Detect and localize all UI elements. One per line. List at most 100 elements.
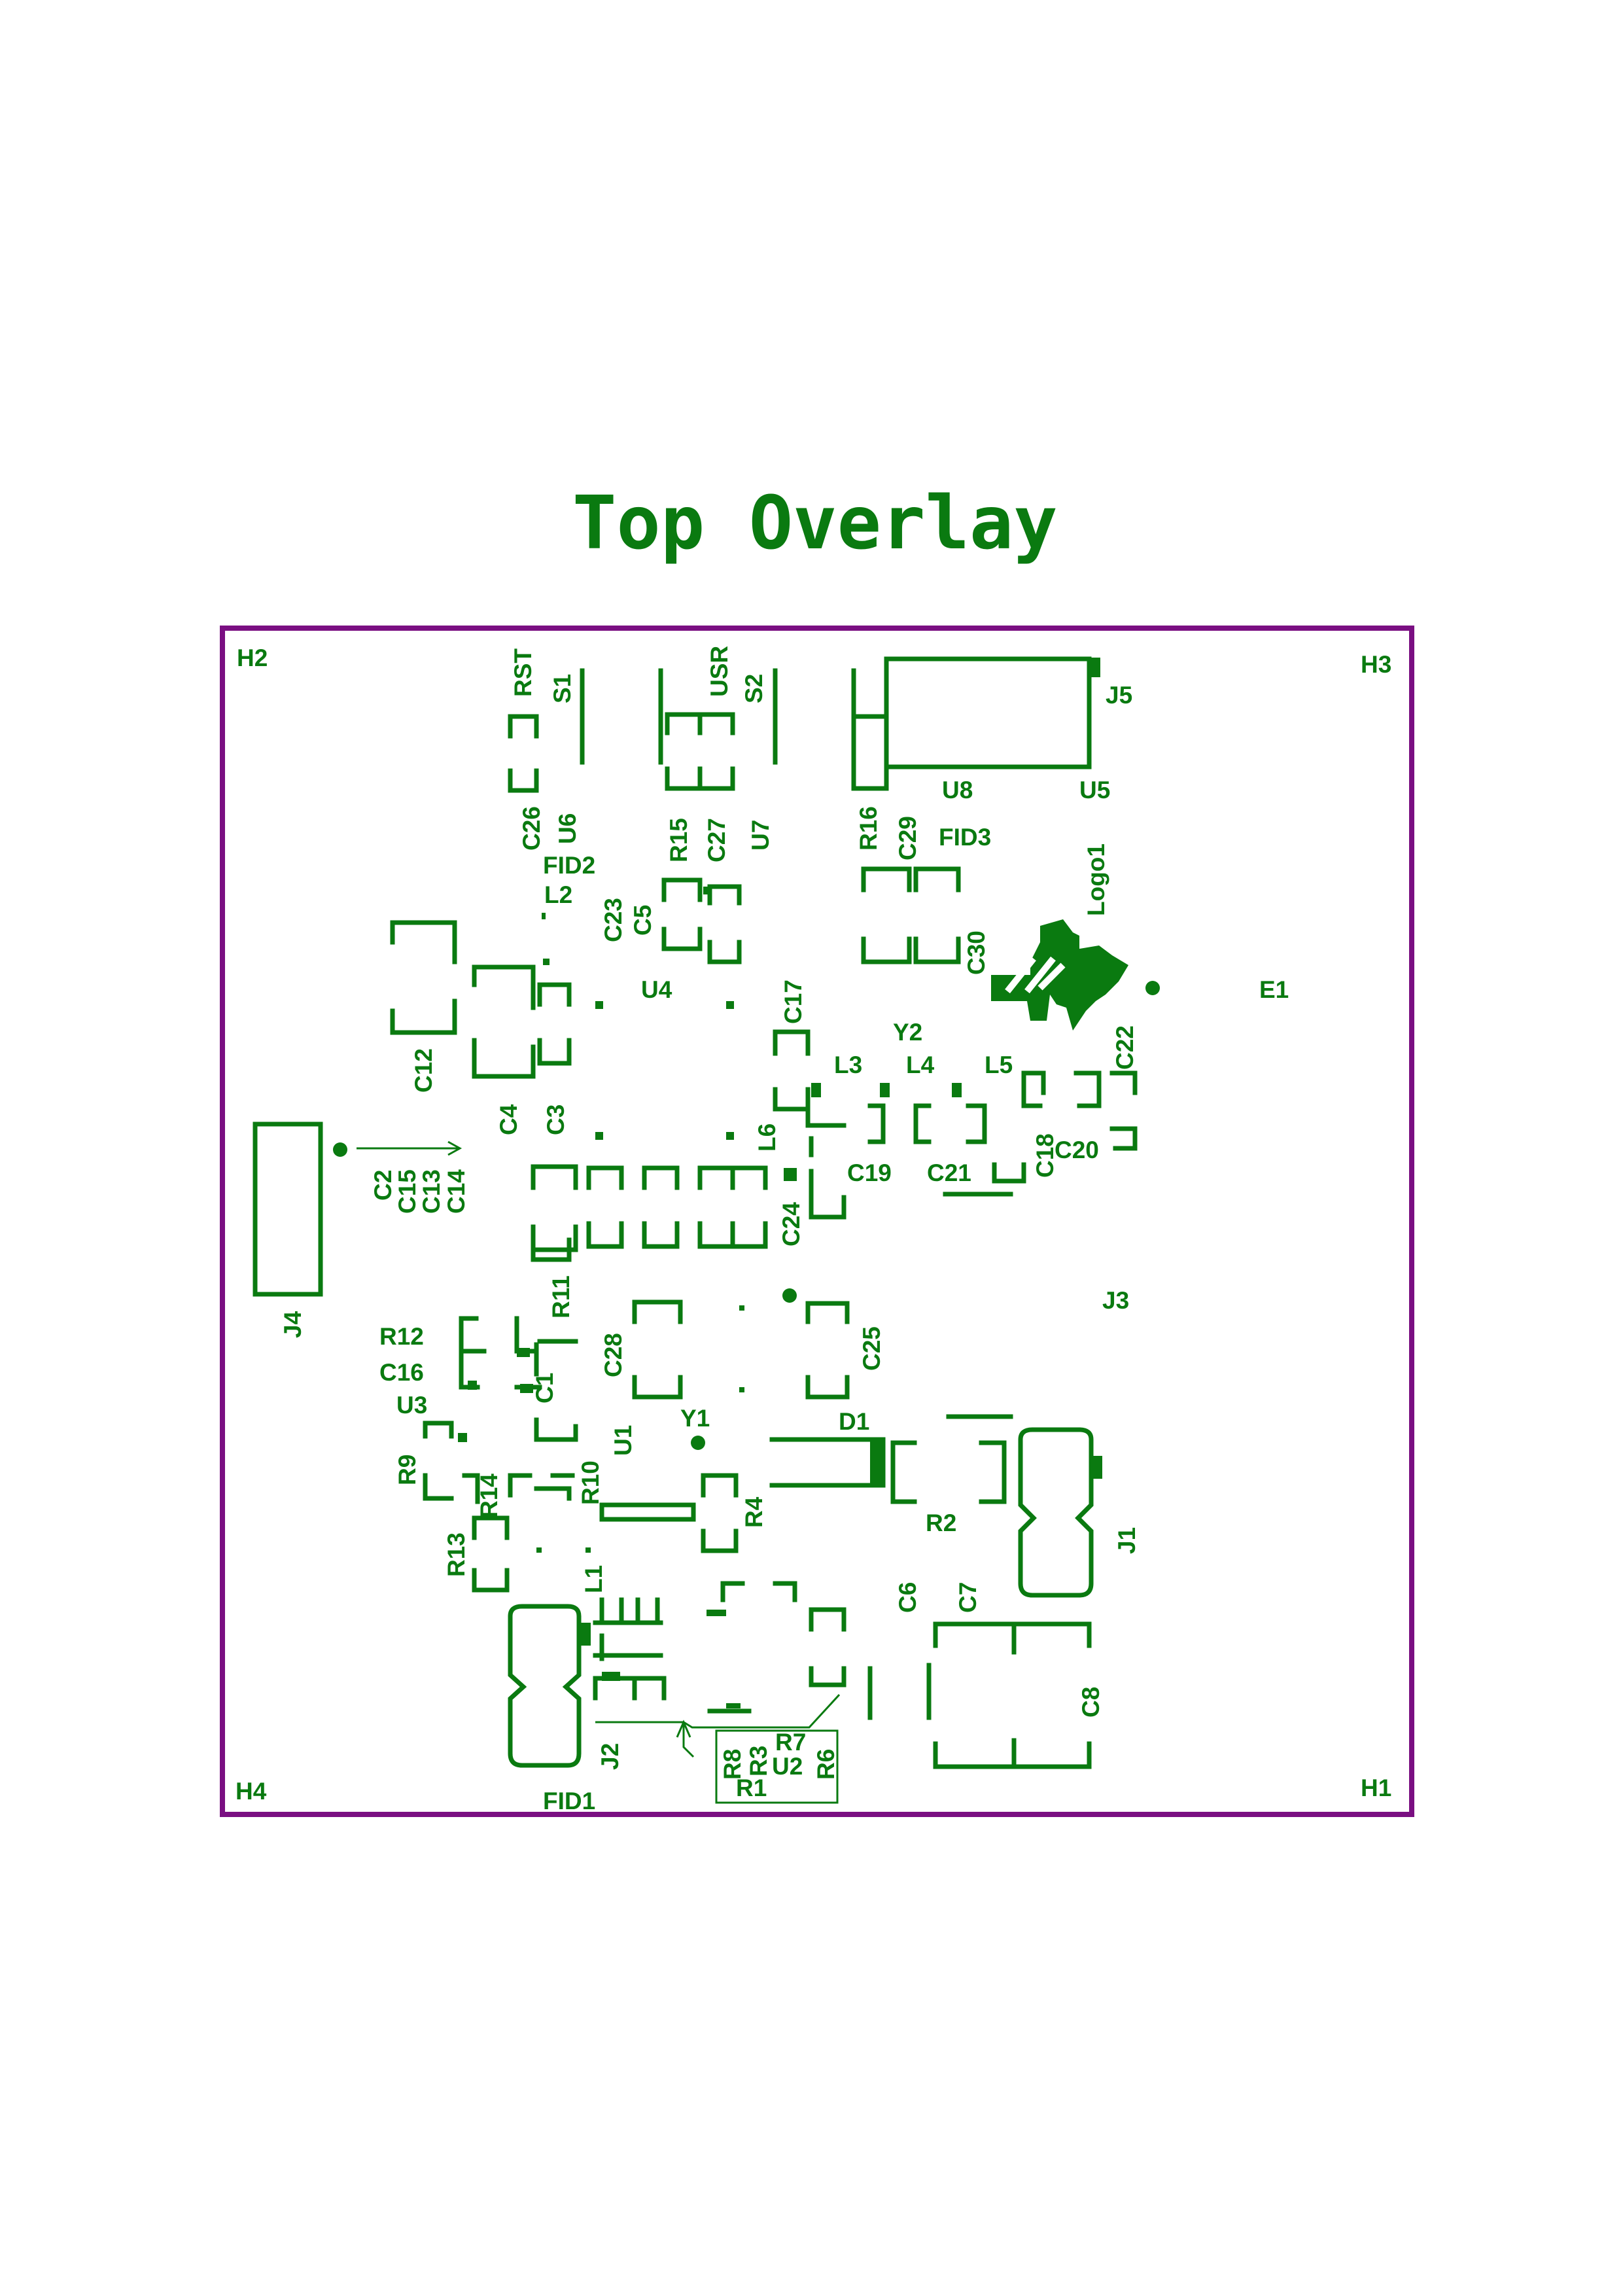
footprint-c26-bottom	[508, 768, 539, 793]
label-c15: C15	[394, 1169, 421, 1214]
label-c8: C8	[1077, 1687, 1104, 1718]
footprint-c13-bottom	[642, 1221, 680, 1249]
footprint-l5	[1021, 1070, 1046, 1108]
footprint-c5-top	[661, 877, 703, 902]
c1-marker-2	[520, 1384, 533, 1393]
label-h3: H3	[1361, 651, 1391, 678]
label-r16: R16	[855, 806, 882, 851]
footprint-c3-bottom	[537, 1038, 572, 1066]
label-fid1: FID1	[543, 1788, 595, 1814]
label-c6: C6	[894, 1582, 921, 1613]
footprint-r4-bottom	[701, 1528, 739, 1553]
pin1-marker-j4	[333, 1142, 347, 1157]
label-r9: R9	[394, 1455, 421, 1485]
c17-marker	[811, 1083, 821, 1097]
footprint-l4-a	[913, 1103, 932, 1144]
callout-box-r-group	[715, 1729, 839, 1804]
label-c12: C12	[410, 1048, 437, 1093]
footprint-c4-top	[472, 964, 536, 1010]
callout-arrow-head	[447, 1140, 462, 1156]
u4-pin1-mark	[595, 1001, 603, 1009]
footprint-c12-bottom	[390, 998, 457, 1035]
footprint-c17-top	[773, 1029, 811, 1056]
footprint-r11-top	[531, 1237, 572, 1262]
label-c29: C29	[894, 816, 921, 860]
label-j5: J5	[1106, 682, 1132, 709]
u4-corner-3	[726, 1132, 734, 1140]
label-usr: USR	[706, 646, 733, 697]
label-fid3: FID3	[939, 824, 991, 851]
label-c2: C2	[370, 1170, 396, 1201]
label-s2: S2	[741, 674, 767, 703]
c1-marker	[517, 1348, 530, 1357]
label-r11: R11	[548, 1275, 574, 1318]
label-j1: J1	[1113, 1527, 1140, 1554]
board-outline	[220, 626, 1414, 1817]
footprint-c30-top	[913, 866, 961, 892]
j2-side-marker	[602, 1672, 620, 1681]
label-c25: C25	[858, 1326, 885, 1371]
label-c20: C20	[1055, 1137, 1099, 1163]
label-c14: C14	[443, 1169, 470, 1214]
connector-j4	[253, 1122, 323, 1297]
connector-j2	[508, 1604, 582, 1768]
footprint-r7-top	[809, 1607, 846, 1632]
l1-marker-2	[585, 1547, 591, 1553]
label-r12: R12	[379, 1323, 424, 1350]
page-title: Top Overlay	[572, 481, 1058, 566]
footprint-c23-bottom	[707, 940, 742, 964]
label-c7: C7	[954, 1582, 981, 1613]
footprint-l3-b	[867, 1103, 886, 1144]
label-c18: C18	[1032, 1133, 1058, 1178]
footprint-c15-bottom	[586, 1221, 624, 1249]
r8-marker	[726, 1703, 741, 1708]
label-u3: U3	[396, 1392, 427, 1419]
pin1-marker-j5	[1087, 658, 1100, 677]
label-d1: D1	[839, 1408, 869, 1435]
label-c21: C21	[927, 1159, 971, 1186]
label-u4: U4	[641, 976, 672, 1003]
crystal-y1	[599, 1502, 696, 1522]
label-u5: U5	[1079, 777, 1110, 804]
footprint-r14	[462, 1473, 480, 1504]
u1-corner-2	[739, 1387, 744, 1392]
footprint-r9-top	[423, 1421, 454, 1439]
label-r1: R1	[736, 1775, 767, 1801]
label-c1: C1	[531, 1373, 558, 1404]
footprint-r10	[534, 1486, 572, 1501]
footprint-l5-b	[1073, 1070, 1102, 1108]
footprint-l4-b	[966, 1103, 987, 1144]
label-c24: C24	[778, 1202, 805, 1246]
logo1-graphic-cutout	[1005, 956, 1066, 994]
c24-marker	[784, 1168, 797, 1181]
footprint-r12	[459, 1316, 487, 1390]
footprint-u2-a	[720, 1581, 745, 1602]
footprint-u2-b	[773, 1581, 797, 1602]
u4-corner	[726, 1001, 734, 1009]
footprint-c15-top	[586, 1165, 624, 1190]
label-c23: C23	[600, 898, 627, 942]
label-j3: J3	[1102, 1287, 1129, 1314]
label-c4: C4	[495, 1104, 522, 1135]
label-c13: C13	[418, 1169, 445, 1214]
label-l2: L2	[544, 881, 572, 908]
label-c5: C5	[629, 905, 656, 936]
u2-pad-mark	[707, 1610, 726, 1616]
l1-marker	[536, 1547, 542, 1553]
footprint-r16	[851, 714, 889, 791]
callout-arrow-r-group	[676, 1720, 691, 1738]
u4-marker	[543, 959, 550, 965]
label-c3: C3	[542, 1104, 569, 1135]
footprint-r4-top	[701, 1473, 739, 1498]
label-r13: R13	[443, 1532, 470, 1577]
footprint-r7-bottom	[809, 1666, 846, 1687]
u1-corner	[739, 1305, 744, 1311]
label-u6: U6	[554, 813, 581, 844]
footprint-c5-bottom	[661, 927, 703, 951]
footprint-c18	[992, 1162, 1026, 1184]
label-l4: L4	[906, 1051, 935, 1078]
footprint-c3-top	[537, 982, 572, 1007]
footprint-c17-bottom	[773, 1087, 811, 1112]
pin1-marker-j1	[1092, 1456, 1102, 1479]
label-j2: J2	[597, 1743, 623, 1770]
